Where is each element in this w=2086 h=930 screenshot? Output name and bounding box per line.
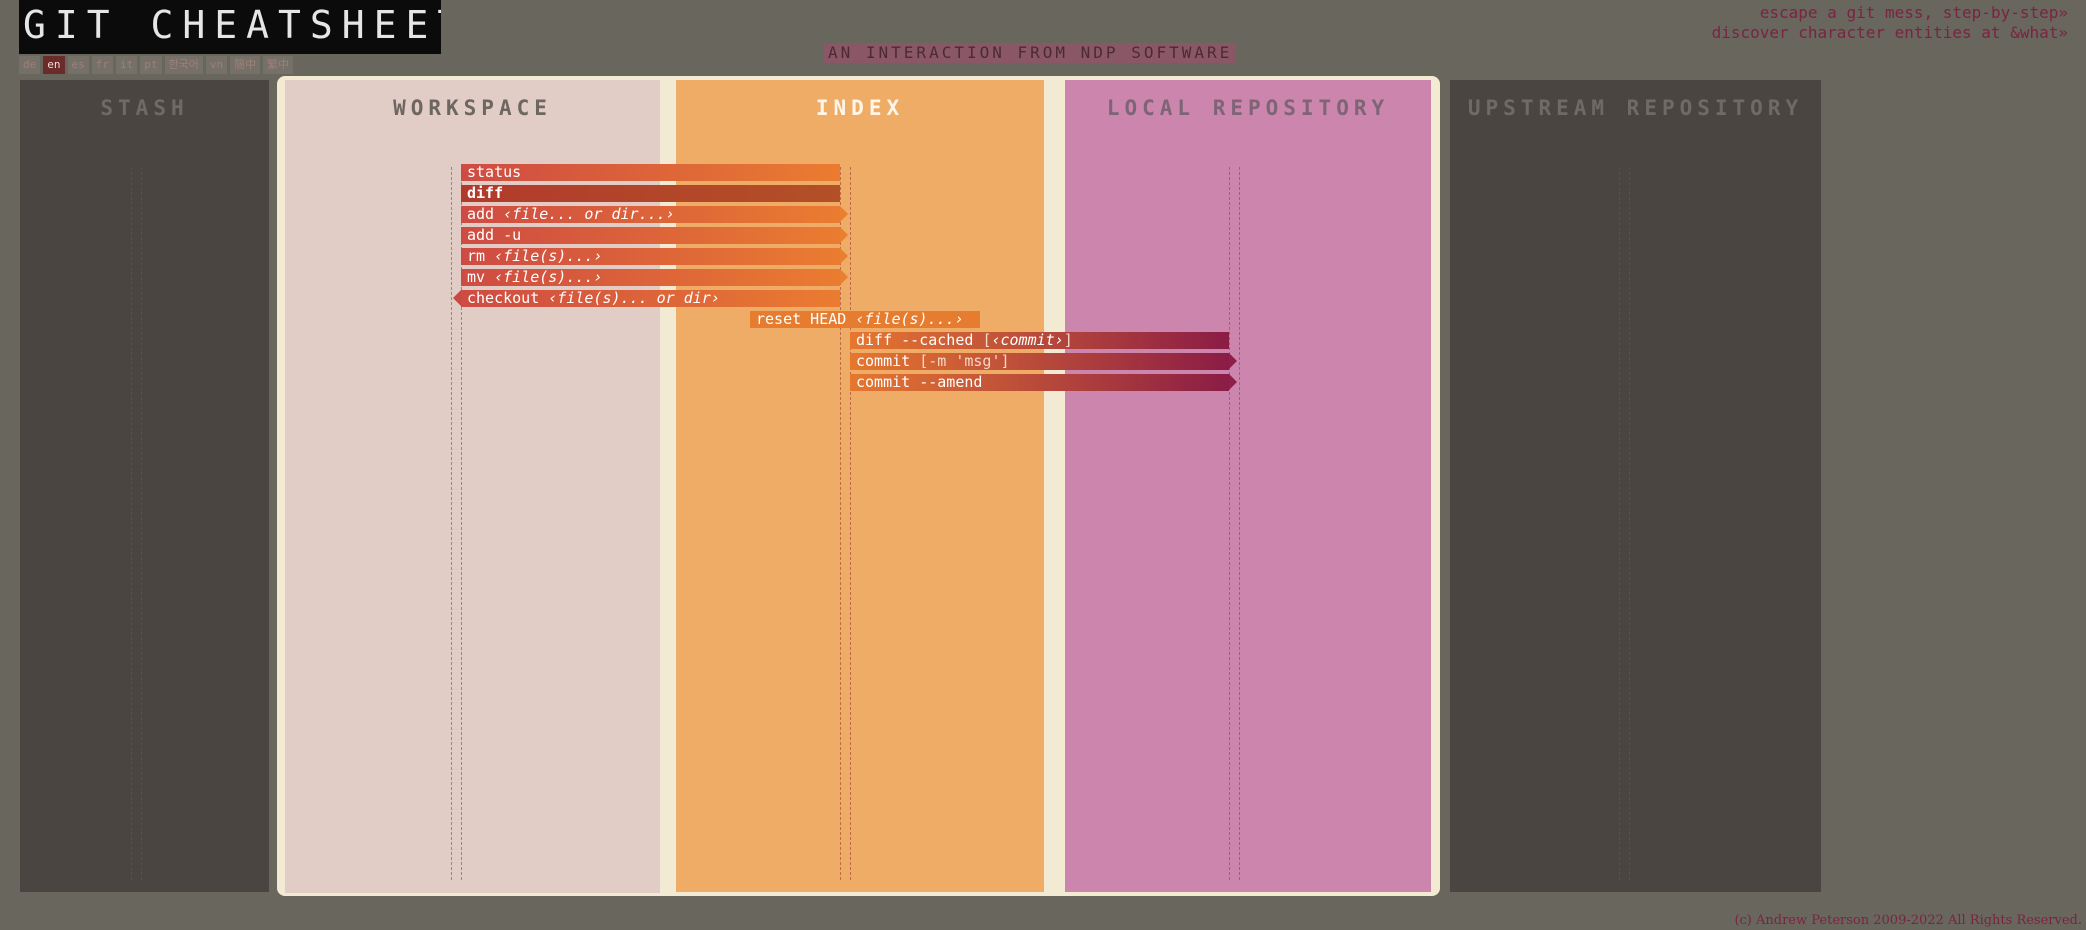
lang-ko[interactable]: 한국어 [164,56,203,74]
cmd-diff-cached[interactable]: diff --cached [‹commit›] [850,332,1229,349]
local-guide-line [1229,167,1240,880]
cmd-checkout[interactable]: checkout ‹file(s)... or dir› [453,289,840,307]
lang-vn[interactable]: vn [205,56,228,74]
lang-pt[interactable]: pt [140,56,162,74]
header-links: escape a git mess, step-by-step» discove… [1712,3,2068,43]
cmd-add-arg: ‹file... or dir...› [503,205,675,223]
cmd-reset-head-label: reset HEAD [756,310,856,328]
lang-zh-hant[interactable]: 繁中 [263,56,294,74]
upstream-repository-column[interactable]: UPSTREAM REPOSITORY [1450,80,1821,892]
cmd-mv-arg: ‹file(s)...› [494,268,603,286]
index-guide-line [840,167,851,880]
workspace-guide-line [451,167,462,880]
language-selector: de en es fr it pt 한국어 vn 簡中 繁中 [19,56,294,74]
cmd-rm[interactable]: rm ‹file(s)...› [461,247,848,265]
git-mess-link[interactable]: escape a git mess, step-by-step» [1759,3,2068,22]
cmd-diff[interactable]: diff [461,185,840,202]
lang-de[interactable]: de [19,56,41,74]
cmd-add[interactable]: add ‹file... or dir...› [461,205,848,223]
copyright: (c) Andrew Peterson 2009-2022 All Rights… [1734,913,2082,928]
cmd-diff-label: diff [467,184,504,202]
lang-it[interactable]: it [116,56,138,74]
cmd-commit-amend-label: commit --amend [856,373,983,391]
cmd-commit-opt: [-m 'msg'] [919,352,1010,370]
stash-guide-line [131,167,142,880]
cmd-reset-head-arg: ‹file(s)...› [855,310,964,328]
cmd-mv[interactable]: mv ‹file(s)...› [461,268,848,286]
lang-fr[interactable]: fr [91,56,113,74]
upstream-guide-line [1619,167,1630,880]
workspace-heading: WORKSPACE [393,96,552,120]
cmd-diff-cached-arg: ‹commit› [991,331,1064,349]
cmd-commit-label: commit [856,352,920,370]
cmd-commit[interactable]: commit [-m 'msg'] [850,352,1237,370]
index-heading: INDEX [815,96,905,120]
cmd-checkout-label: checkout [467,289,549,307]
local-repository-column[interactable]: LOCAL REPOSITORY [1065,80,1431,892]
cmd-mv-label: mv [467,268,495,286]
upstream-repository-heading: UPSTREAM REPOSITORY [1467,96,1804,120]
cmd-rm-label: rm [467,247,495,265]
char-entities-link[interactable]: discover character entities at &what» [1711,23,2068,42]
cmd-add-label: add [467,205,504,223]
cmd-diff-cached-label: diff --cached [856,331,983,349]
cmd-rm-arg: ‹file(s)...› [494,247,603,265]
cmd-add-u-label: add -u [467,226,522,244]
cmd-reset-head[interactable]: reset HEAD ‹file(s)...› [750,311,980,328]
stash-heading: STASH [100,96,189,120]
cmd-diff-cached-opt-open: [ [982,331,992,349]
lang-es[interactable]: es [67,56,89,74]
cmd-status[interactable]: status [461,164,840,181]
cmd-commit-amend[interactable]: commit --amend [850,373,1237,391]
lang-en[interactable]: en [43,56,65,74]
page-title: GIT CHEATSHEET [19,0,441,54]
local-repository-heading: LOCAL REPOSITORY [1106,96,1390,120]
cmd-add-u[interactable]: add -u [461,226,848,244]
cmd-diff-cached-opt-close: ] [1063,331,1073,349]
cmd-status-label: status [467,163,522,181]
cmd-checkout-arg: ‹file(s)... or dir› [548,289,720,307]
stash-column[interactable]: STASH [20,80,269,892]
lang-zh-hans[interactable]: 簡中 [230,56,261,74]
subtitle[interactable]: AN INTERACTION FROM NDP SOFTWARE [824,43,1237,63]
